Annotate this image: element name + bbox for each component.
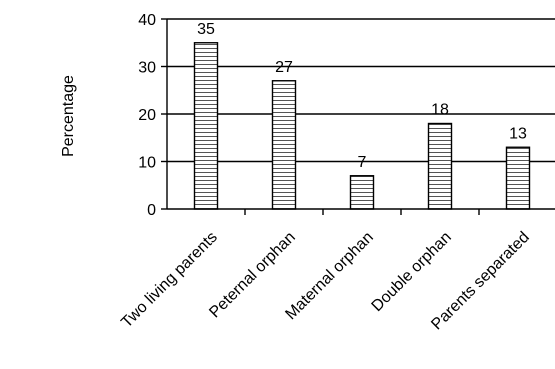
data-label: 18 — [431, 102, 449, 119]
bar — [427, 122, 453, 210]
y-axis-title: Percentage — [60, 75, 77, 157]
y-tick-label: 20 — [138, 107, 156, 124]
data-label: 35 — [197, 21, 215, 38]
gridlines — [167, 18, 555, 163]
bar — [193, 42, 219, 210]
data-label: 7 — [358, 154, 367, 171]
bar — [349, 175, 375, 210]
bar — [271, 80, 297, 210]
y-tick-label: 10 — [138, 155, 156, 172]
x-tick-label: Double orphan — [369, 229, 455, 315]
bar — [505, 146, 531, 210]
y-tick-label: 0 — [147, 202, 156, 219]
x-tick-label: Two living parents — [118, 229, 221, 332]
bars — [193, 42, 531, 210]
data-label: 13 — [509, 125, 527, 142]
data-label: 27 — [275, 59, 293, 76]
y-tick-label: 40 — [138, 12, 156, 29]
y-tick-label: 30 — [138, 60, 156, 77]
